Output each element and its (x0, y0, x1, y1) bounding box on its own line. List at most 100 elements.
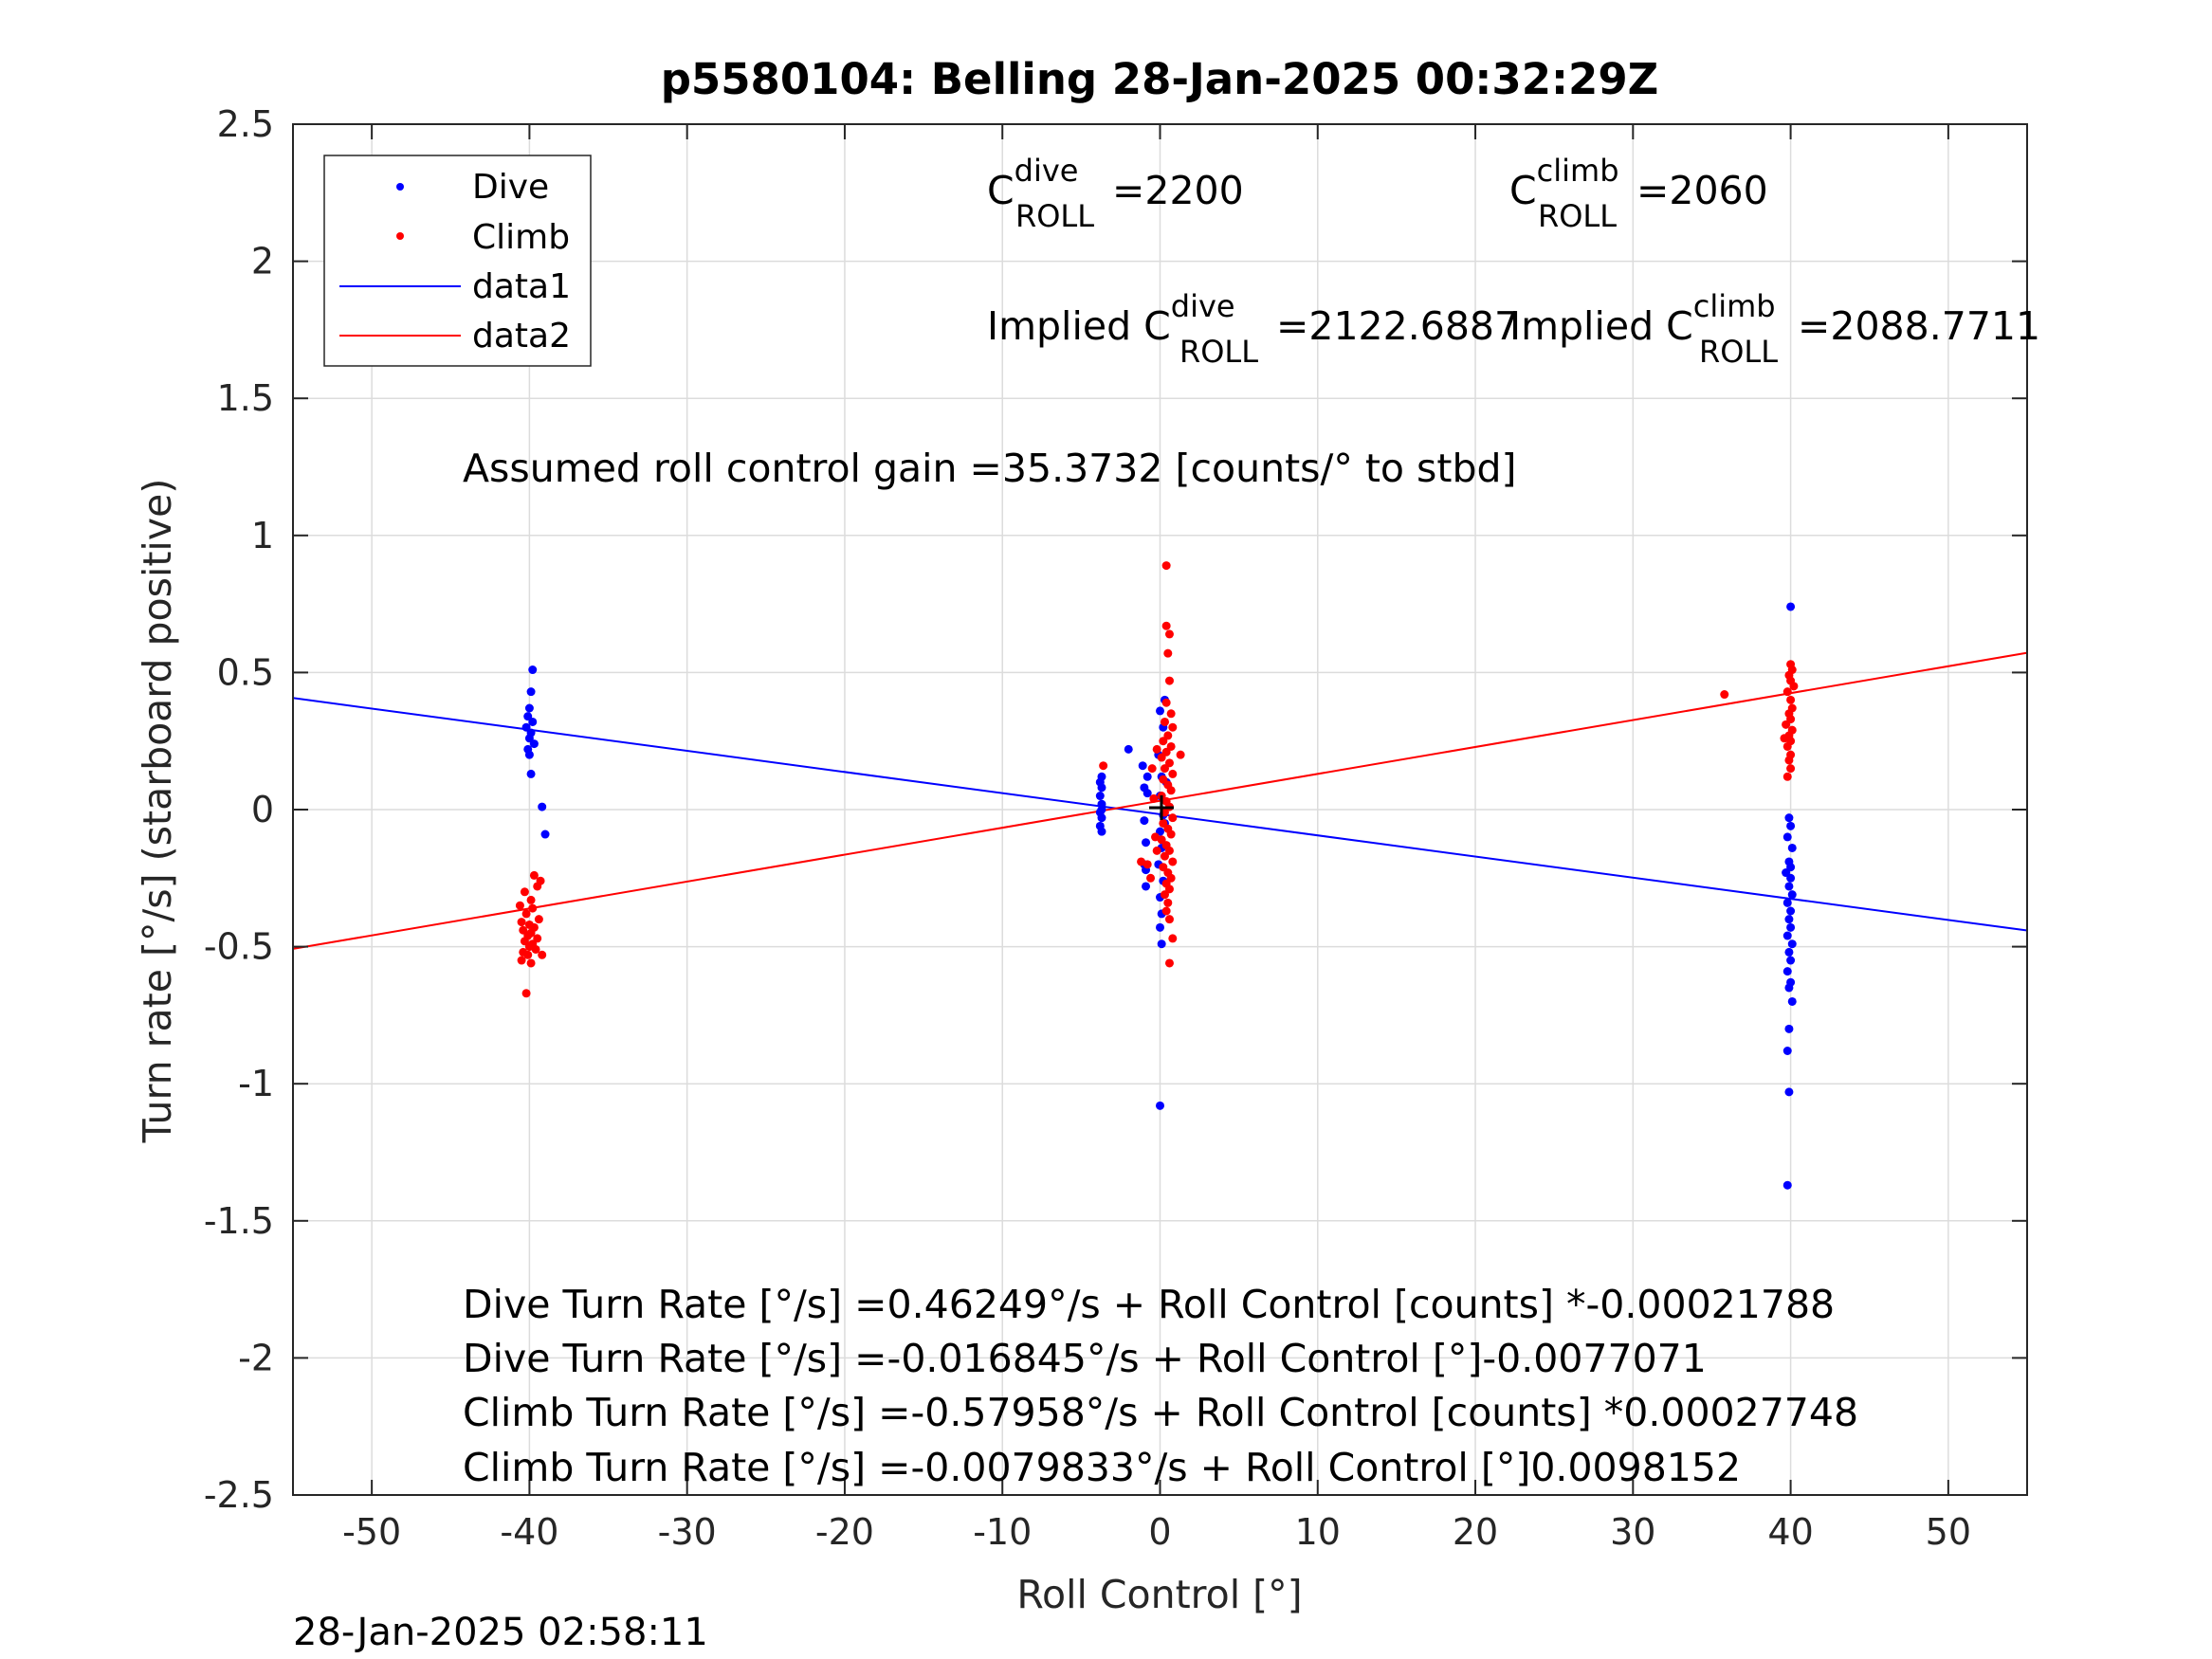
y-axis-label: Turn rate [°/s] (starboard positive) (135, 479, 180, 1144)
point-dive (1142, 882, 1151, 891)
point-climb (538, 950, 547, 959)
series-climb (515, 561, 1799, 998)
point-dive (1784, 947, 1794, 957)
data-points (515, 561, 1799, 1190)
point-dive (1156, 922, 1164, 932)
equation-climb-degrees: Climb Turn Rate [°/s] =-0.0079833°/s + R… (463, 1445, 1741, 1490)
x-tick-label: 30 (1610, 1511, 1655, 1553)
point-climb (1166, 709, 1176, 719)
y-tick-label: 0 (251, 789, 274, 830)
point-dive (1157, 939, 1166, 949)
point-climb (1161, 621, 1171, 630)
point-dive (524, 703, 534, 713)
point-climb (1786, 695, 1796, 704)
point-climb (534, 915, 543, 924)
point-climb (1152, 846, 1161, 855)
point-climb (1720, 690, 1729, 700)
point-climb (1157, 753, 1166, 762)
legend-box (323, 155, 592, 367)
origin-marker (1149, 795, 1174, 820)
point-climb (1143, 860, 1152, 869)
point-climb (1160, 717, 1169, 726)
equation-dive-degrees: Dive Turn Rate [°/s] =-0.016845°/s + Rol… (463, 1336, 1707, 1381)
c-dive-annotation: Cdive ROLL=2200 (987, 153, 1244, 234)
point-dive (1784, 1087, 1794, 1097)
equation-climb-counts: Climb Turn Rate [°/s] =-0.57958°/s + Rol… (463, 1390, 1858, 1435)
point-dive (526, 769, 536, 778)
gain-annotation: Assumed roll control gain =35.3732 [coun… (463, 446, 1517, 491)
point-climb (1149, 793, 1159, 803)
point-climb (1164, 958, 1174, 968)
point-climb (1161, 698, 1171, 707)
point-dive (1787, 996, 1797, 1006)
y-tick-label: 0.5 (217, 651, 274, 693)
point-climb (1152, 744, 1161, 754)
point-climb (521, 989, 531, 998)
point-dive (1782, 898, 1792, 907)
point-dive (528, 717, 538, 726)
legend-label-data1: data1 (472, 267, 571, 306)
point-climb (515, 901, 524, 910)
point-dive (1124, 744, 1133, 754)
point-climb (1164, 915, 1174, 924)
legend-label-dive: Dive (472, 168, 549, 207)
point-dive (1140, 816, 1149, 826)
point-climb (1163, 898, 1173, 907)
point-dive (1782, 931, 1792, 940)
y-tick-label: 1.5 (217, 377, 274, 419)
y-tick-label: 2 (251, 241, 274, 283)
point-dive (1156, 706, 1164, 716)
point-climb (1782, 772, 1792, 781)
x-tick-label: 50 (1926, 1511, 1971, 1553)
legend: Dive Climb data1 data2 (323, 155, 592, 367)
point-climb (520, 887, 529, 897)
y-tick-label: -2 (238, 1337, 274, 1378)
point-climb (517, 956, 526, 965)
axis-ticks (293, 123, 2027, 1496)
point-dive (1095, 777, 1105, 787)
implied-c-dive-annotation: Implied Cdive ROLL=2122.6887 (987, 288, 1519, 370)
y-tick-label: 2.5 (217, 103, 274, 145)
point-climb (1782, 687, 1792, 697)
point-dive (1095, 792, 1105, 801)
point-dive (1786, 602, 1796, 611)
point-climb (1176, 750, 1185, 759)
point-dive (1143, 789, 1152, 798)
point-climb (1160, 890, 1169, 900)
point-climb (1166, 830, 1176, 839)
point-climb (1782, 720, 1791, 729)
point-dive (529, 739, 539, 749)
point-dive (1138, 761, 1147, 771)
x-tick-label: 0 (1148, 1511, 1171, 1553)
point-dive (526, 687, 536, 697)
point-dive (1787, 843, 1797, 852)
point-climb (1159, 737, 1168, 746)
legend-label-data2: data2 (472, 317, 571, 356)
point-climb (1147, 764, 1157, 774)
point-dive (1784, 983, 1794, 993)
point-climb (1780, 734, 1789, 743)
point-dive (1786, 906, 1796, 916)
point-climb (1146, 873, 1156, 883)
point-climb (529, 870, 539, 880)
timestamp: 28-Jan-2025 02:58:11 (293, 1611, 708, 1654)
point-climb (1782, 741, 1792, 751)
y-tick-label: -1.5 (204, 1200, 274, 1242)
y-tick-label: -2.5 (204, 1474, 274, 1516)
point-climb (1161, 906, 1171, 916)
point-climb (1786, 764, 1796, 774)
chart-title: p5580104: Belling 28-Jan-2025 00:32:29Z (661, 54, 1659, 104)
legend-marker-climb (396, 232, 404, 240)
x-tick-label: 10 (1295, 1511, 1341, 1553)
point-climb (1168, 722, 1178, 732)
point-dive (1786, 821, 1796, 830)
point-climb (1160, 764, 1169, 774)
c-climb-annotation: Cclimb ROLL=2060 (1509, 153, 1768, 234)
x-tick-label: 40 (1767, 1511, 1813, 1553)
point-climb (521, 909, 531, 919)
x-tick-label: -40 (500, 1511, 558, 1553)
point-climb (1789, 682, 1799, 691)
point-climb (1163, 648, 1173, 658)
legend-marker-dive (396, 183, 404, 191)
